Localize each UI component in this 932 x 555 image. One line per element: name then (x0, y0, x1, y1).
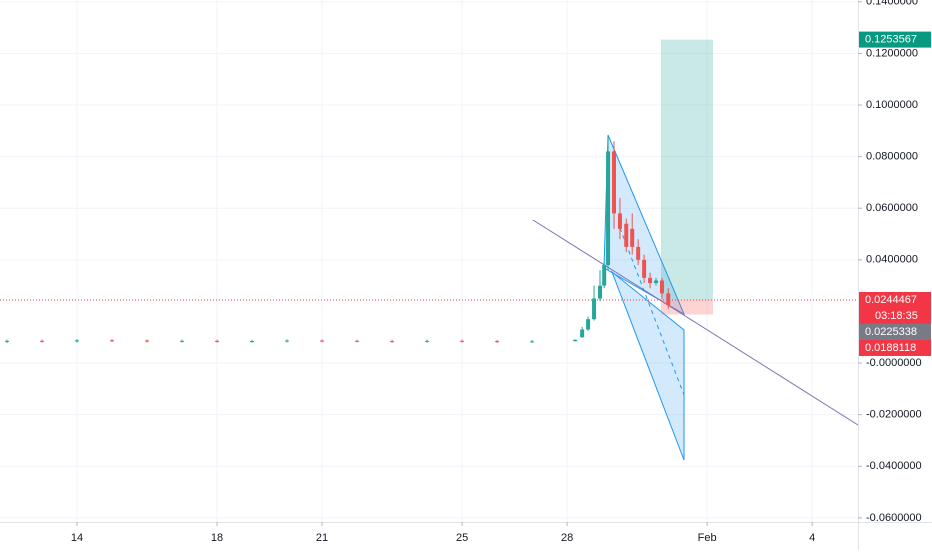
candles (5, 135, 671, 344)
price-tag (859, 291, 931, 324)
candle-body (495, 341, 500, 343)
y-tick-label: 0.1000000 (866, 99, 918, 111)
drawings (532, 134, 859, 461)
candle-body (606, 151, 611, 265)
pattern-dash (619, 227, 685, 396)
price-tag (859, 31, 931, 48)
candle-body (180, 340, 185, 342)
grid (0, 0, 858, 522)
candle-body (659, 280, 664, 294)
loss-zone (661, 299, 713, 315)
countdown: 03:18:35 (875, 310, 918, 322)
candle-body (624, 223, 629, 247)
candle-body (250, 341, 255, 343)
y-tick-label: -0.0000000 (866, 357, 922, 369)
y-tick-label: 0.0600000 (866, 202, 918, 214)
x-tick-label: 4 (809, 532, 815, 544)
axes: 0.1400000 0.1200000 0.1000000 0.0800000 0.06… (71, 0, 922, 544)
price-tag (859, 323, 931, 340)
price-tag-label: 0.1253567 (865, 33, 917, 45)
candle-body (592, 298, 597, 320)
x-tick-label: 18 (211, 532, 223, 544)
candle-body (320, 340, 325, 342)
candle-body (580, 329, 585, 338)
candle-body (602, 264, 607, 286)
position-tool (0, 39, 858, 315)
candle-body (215, 340, 220, 342)
candle-body (636, 246, 641, 260)
candle-body (612, 151, 617, 214)
candle-body (666, 293, 671, 305)
y-tick-label: 0.1400000 (866, 0, 918, 8)
price-tag-label: 0.0225338 (865, 326, 917, 338)
x-tick-label: 28 (561, 532, 573, 544)
candle-body (617, 213, 622, 229)
candle-body (460, 340, 465, 342)
y-tick-label: -0.0400000 (866, 460, 922, 472)
candle-body (586, 319, 591, 330)
y-tick-label: 0.1200000 (866, 47, 918, 59)
price-tag (859, 339, 931, 356)
candle-body (654, 280, 659, 284)
price-tag-label: 0.0188118 (865, 342, 916, 354)
x-tick-label: Feb (698, 532, 717, 544)
x-tick-label: 25 (456, 532, 468, 544)
candle-body (630, 228, 635, 247)
y-tick-label: 0.0800000 (866, 151, 918, 163)
candle-body (5, 340, 10, 342)
candle-body (110, 340, 115, 342)
x-tick-label: 21 (316, 532, 328, 544)
candle-body (425, 340, 430, 342)
candle-body (145, 340, 150, 342)
trend-line (532, 219, 859, 426)
price-tags: 0.1253567 0.0244467 03:18:35 0.0225338 0.018… (859, 31, 931, 356)
candle-body (40, 340, 45, 342)
x-tick-label: 14 (71, 532, 83, 544)
candle-body (390, 341, 395, 343)
candle-body (75, 340, 80, 342)
y-tick-label: -0.0600000 (866, 512, 922, 524)
candle-body (573, 339, 578, 342)
candle-body (355, 340, 360, 342)
candle-body (648, 277, 653, 284)
candle-body (642, 259, 647, 278)
profit-zone (661, 39, 713, 300)
candle-body (285, 340, 290, 342)
candle-body (598, 285, 603, 299)
candle-body (530, 341, 535, 343)
price-tag-label: 0.0244467 (865, 294, 917, 306)
y-tick-label: -0.0200000 (866, 409, 922, 421)
y-tick-label: 0.0400000 (866, 254, 918, 266)
